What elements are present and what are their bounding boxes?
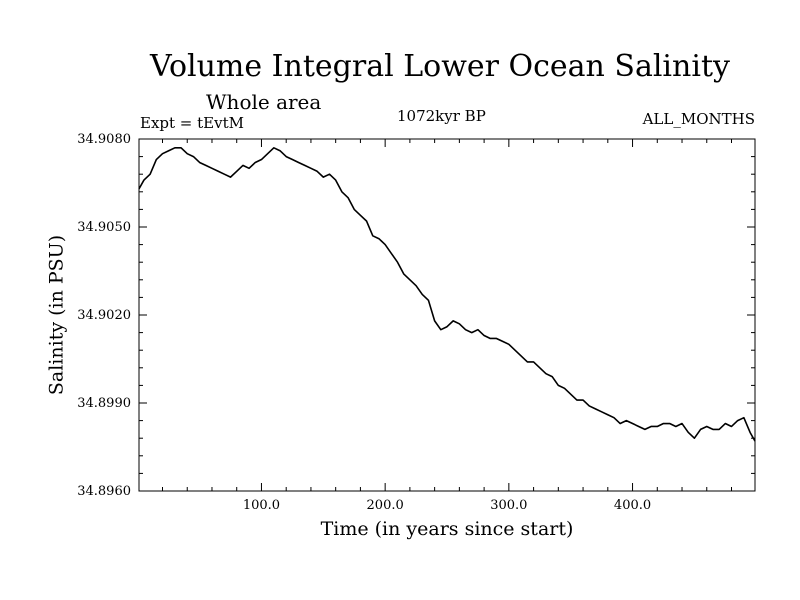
experiment-label: Expt = tEvtM (140, 114, 244, 132)
x-tick-label: 100.0 (243, 498, 280, 513)
y-tick-label: 34.8990 (77, 396, 131, 411)
salinity-series-line (138, 147, 756, 442)
x-axis-label: Time (in years since start) (320, 518, 574, 540)
x-tick-label: 400.0 (614, 498, 651, 513)
axis-tick-labels: 100.0 200.0 300.0 400.0 34.8960 34.8990 34.902… (77, 132, 651, 513)
chart-title: Volume Integral Lower Ocean Salinity (150, 49, 730, 84)
y-tick-label: 34.9020 (77, 308, 131, 323)
months-label: ALL_MONTHS (642, 110, 755, 128)
axis-ticks (139, 139, 755, 491)
y-tick-label: 34.8960 (77, 484, 131, 499)
y-tick-label: 34.9080 (77, 132, 131, 147)
x-tick-label: 200.0 (367, 498, 404, 513)
period-label: 1072kyr BP (397, 107, 486, 125)
chart-subtitle: Whole area (206, 90, 322, 114)
plot-frame (138, 138, 756, 492)
x-tick-label: 300.0 (490, 498, 527, 513)
y-tick-label: 34.9050 (77, 220, 131, 235)
